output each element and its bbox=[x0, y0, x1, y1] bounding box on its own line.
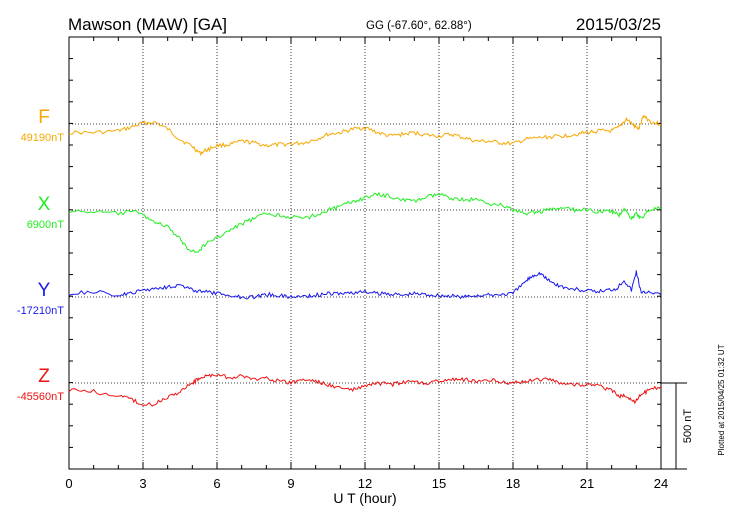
coords-label: GG (-67.60°, 62.88°) bbox=[366, 20, 472, 32]
x-tick-label: 18 bbox=[506, 476, 520, 491]
series-layer bbox=[68, 114, 662, 407]
x-tick-label: 15 bbox=[432, 476, 446, 491]
series-baseline-y: -17210nT bbox=[17, 305, 64, 317]
series-line-y bbox=[68, 270, 662, 300]
series-line-f bbox=[68, 114, 662, 157]
x-axis-label: U T (hour) bbox=[333, 490, 396, 506]
x-tick-label: 12 bbox=[358, 476, 372, 491]
axis-ticks bbox=[68, 37, 662, 469]
scale-label: 500 nT bbox=[682, 409, 694, 444]
series-baseline-z: -45560nT bbox=[17, 391, 64, 403]
series-name-x: X bbox=[38, 194, 51, 215]
x-tick-label: 6 bbox=[213, 476, 220, 491]
series-baseline-f: 49190nT bbox=[21, 132, 65, 144]
x-tick-label: 21 bbox=[580, 476, 594, 491]
series-labels: F 49190nT X 6900nT Y -17210nT Z -45560nT bbox=[17, 107, 64, 403]
x-tick-label: 3 bbox=[139, 476, 146, 491]
x-tick-label: 0 bbox=[65, 476, 72, 491]
date-label: 2015/03/25 bbox=[576, 15, 661, 34]
station-title: Mawson (MAW) [GA] bbox=[68, 15, 227, 34]
series-name-z: Z bbox=[38, 366, 50, 387]
plotted-timestamp: Plotted at 2015/04/25 01:32 UT bbox=[717, 344, 726, 455]
series-name-y: Y bbox=[38, 280, 51, 301]
grid bbox=[69, 37, 661, 469]
x-tick-labels: 0 3 6 9 12 15 18 21 24 bbox=[65, 476, 668, 491]
series-name-f: F bbox=[38, 107, 50, 128]
scale-bar: 500 nT bbox=[661, 382, 694, 470]
series-baseline-x: 6900nT bbox=[27, 219, 65, 231]
series-line-z bbox=[68, 373, 662, 407]
x-tick-label: 9 bbox=[287, 476, 294, 491]
x-tick-label: 24 bbox=[654, 476, 668, 491]
series-line-x bbox=[68, 191, 661, 253]
